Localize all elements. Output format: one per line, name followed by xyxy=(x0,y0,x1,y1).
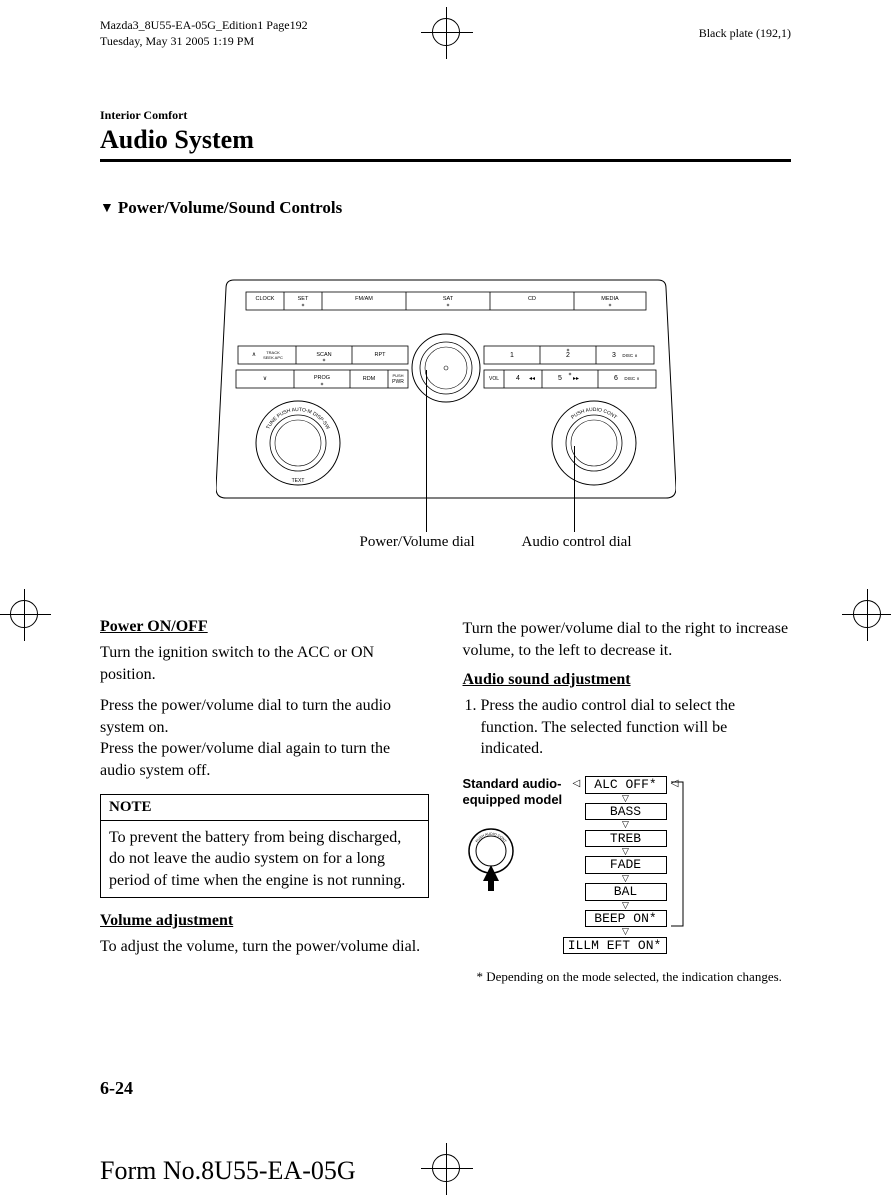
doc-id: Mazda3_8U55-EA-05G_Edition1 Page192 xyxy=(100,18,308,34)
radio-diagram: CLOCK SET FM/AM SAT CD MEDIA ∧ TRACK SEE… xyxy=(196,278,696,508)
subsection-heading: ▼ Power/Volume/Sound Controls xyxy=(100,198,791,218)
btn-clock: CLOCK xyxy=(255,296,274,302)
svg-text:TEXT: TEXT xyxy=(291,478,304,484)
menu-item: TREB xyxy=(585,830,667,848)
svg-text:3: 3 xyxy=(612,352,616,359)
ordered-list: Press the audio control dial to select t… xyxy=(463,695,792,760)
radio-svg: CLOCK SET FM/AM SAT CD MEDIA ∧ TRACK SEE… xyxy=(216,278,676,508)
arrow-down-icon: ▽ xyxy=(585,795,667,802)
svg-text:▸▸: ▸▸ xyxy=(572,376,578,382)
svg-text:2: 2 xyxy=(566,352,570,359)
page-header: Mazda3_8U55-EA-05G_Edition1 Page192 Tues… xyxy=(100,18,791,49)
callout-audio-control: Audio control dial xyxy=(522,534,632,551)
callout-line-power xyxy=(426,370,427,532)
crop-mark-bottom xyxy=(432,1154,460,1182)
btn-cd: CD xyxy=(528,296,536,302)
svg-text:PUSH: PUSH xyxy=(392,373,403,378)
menu-item: BEEP ON* xyxy=(585,910,667,928)
menu-item: FADE xyxy=(585,856,667,874)
loop-bracket-icon xyxy=(669,776,689,932)
list-item-1: Press the audio control dial to select t… xyxy=(481,695,792,760)
doc-timestamp: Tuesday, May 31 2005 1:19 PM xyxy=(100,34,308,50)
heading-volume-adjust: Volume adjustment xyxy=(100,912,429,930)
menu-item: BASS xyxy=(585,803,667,821)
menu-label: Standard audio-equipped model xyxy=(463,776,573,807)
svg-text:∧: ∧ xyxy=(251,352,255,358)
svg-text:PUSH AUDIO CONT: PUSH AUDIO CONT xyxy=(570,407,618,421)
svg-text:∨: ∨ xyxy=(262,376,266,382)
triangle-marker: ▼ xyxy=(100,201,114,216)
arrow-down-icon: ▽ xyxy=(585,875,667,882)
crop-mark-right xyxy=(853,600,881,628)
svg-text:SCAN: SCAN xyxy=(316,352,331,358)
plate-info: Black plate (192,1) xyxy=(699,26,791,41)
arrow-down-icon: ▽ xyxy=(585,928,667,935)
svg-text:PWR: PWR xyxy=(392,379,404,385)
menu-item: BAL xyxy=(585,883,667,901)
para-ignition: Turn the ignition switch to the ACC or O… xyxy=(100,642,429,685)
menu-diagram: Standard audio-equipped model PUSH AUDIO… xyxy=(463,776,792,955)
footnote: * Depending on the mode selected, the in… xyxy=(463,969,792,986)
form-number: Form No.8U55-EA-05G xyxy=(100,1156,356,1186)
menu-list: ◁ ALC OFF* ◁ ▽ BASS ▽ TREB ▽ FADE ▽ BAL … xyxy=(585,776,667,955)
btn-media: MEDIA xyxy=(601,296,619,302)
para-press-on: Press the power/volume dial to turn the … xyxy=(100,695,429,738)
title-rule xyxy=(100,159,791,162)
svg-text:5: 5 xyxy=(558,375,562,382)
heading-power-onoff: Power ON/OFF xyxy=(100,618,429,636)
svg-text:VOL: VOL xyxy=(488,376,498,382)
section-title: Audio System xyxy=(100,125,791,155)
arrow-down-icon: ▽ xyxy=(585,821,667,828)
btn-fmam: FM/AM xyxy=(355,296,373,302)
heading-audio-sound: Audio sound adjustment xyxy=(463,671,792,689)
svg-text:DISC ∨: DISC ∨ xyxy=(624,376,640,381)
menu-item: ILLM EFT ON* xyxy=(563,937,667,955)
arrow-down-icon: ▽ xyxy=(585,902,667,909)
svg-text:RPT: RPT xyxy=(374,352,386,358)
subsection-title: Power/Volume/Sound Controls xyxy=(118,198,342,217)
svg-text:4: 4 xyxy=(516,375,520,382)
note-box: NOTE To prevent the battery from being d… xyxy=(100,794,429,899)
menu-item: ALC OFF* xyxy=(585,776,667,794)
page-number: 6-24 xyxy=(100,1078,133,1099)
para-turn-dial: Turn the power/volume dial to the right … xyxy=(463,618,792,661)
svg-text:SEEK APC: SEEK APC xyxy=(263,355,283,360)
callout-line-audio xyxy=(574,446,575,532)
audio-knob-icon: PUSH AUDIO CONT xyxy=(463,825,519,895)
btn-sat: SAT xyxy=(442,296,453,302)
note-title: NOTE xyxy=(101,795,428,821)
crop-mark-left xyxy=(10,600,38,628)
svg-text:RDM: RDM xyxy=(362,376,375,382)
para-press-off: Press the power/volume dial again to tur… xyxy=(100,738,429,781)
right-column: Turn the power/volume dial to the right … xyxy=(463,618,792,986)
section-label: Interior Comfort xyxy=(100,108,791,123)
btn-set: SET xyxy=(297,296,308,302)
arrow-down-icon: ▽ xyxy=(585,848,667,855)
left-column: Power ON/OFF Turn the ignition switch to… xyxy=(100,618,429,986)
callout-power-volume: Power/Volume dial xyxy=(360,534,475,551)
svg-text:1: 1 xyxy=(510,352,514,359)
tri-left-icon: ◁ xyxy=(573,778,581,789)
para-volume-adjust: To adjust the volume, turn the power/vol… xyxy=(100,936,429,958)
svg-text:PROG: PROG xyxy=(313,375,329,381)
svg-text:DISC ∧: DISC ∧ xyxy=(622,353,638,358)
note-body: To prevent the battery from being discha… xyxy=(101,821,428,898)
svg-text:6: 6 xyxy=(614,375,618,382)
svg-text:◂◂: ◂◂ xyxy=(528,376,534,382)
